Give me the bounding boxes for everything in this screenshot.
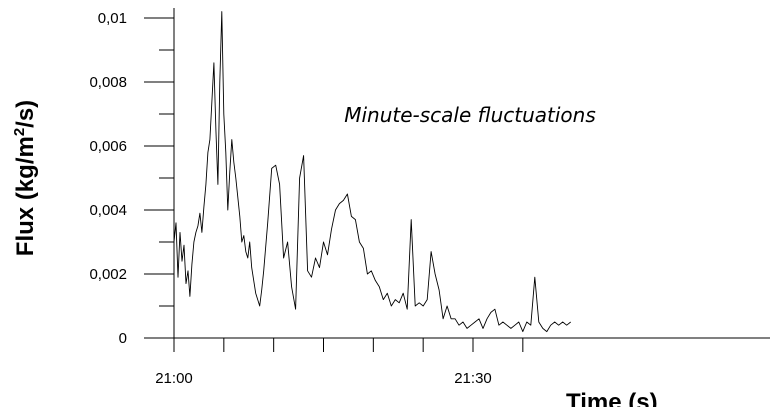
x-axis-title: Time (s) (566, 389, 658, 407)
y-ticks: 0 0,002 0,004 0,006 0,008 0,01 (89, 10, 174, 347)
series-group (173, 11, 571, 333)
y-axis-title: Flux (kg/m2/s) (11, 100, 39, 256)
x-tick-label: 21:30 (454, 370, 492, 387)
x-tick-label: 21:00 (155, 370, 193, 387)
y-tick-label: 0,004 (89, 202, 127, 219)
y-axis-title-superscript: 2 (11, 128, 28, 136)
y-axis: 0 0,002 0,004 0,006 0,008 0,01 (89, 8, 175, 347)
y-axis-title-end: /s) (12, 100, 39, 128)
y-tick-label: 0,002 (89, 266, 127, 283)
annotation-text: Minute-scale fluctuations (344, 103, 596, 127)
y-tick-label: 0,008 (89, 74, 127, 91)
x-ticks: 21:00 21:30 (155, 338, 524, 387)
x-axis: 21:00 21:30 (155, 337, 770, 387)
y-tick-label: 0,01 (98, 10, 127, 27)
flux-series-line (173, 11, 571, 333)
y-axis-title-main: Flux (kg/m (12, 136, 39, 256)
y-tick-label: 0,006 (89, 138, 127, 155)
y-tick-label: 0 (119, 330, 127, 347)
